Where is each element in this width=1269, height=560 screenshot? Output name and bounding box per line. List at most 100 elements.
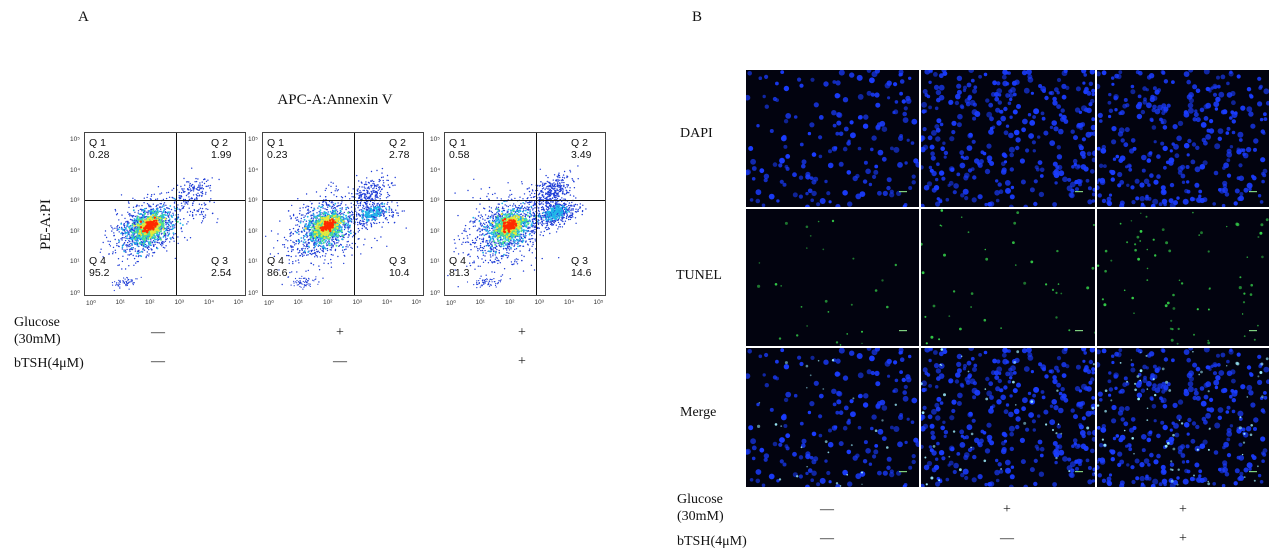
panel-a-btsh-sign-1: — — [151, 354, 165, 369]
panel-a-glucose-sign-2: + — [336, 325, 344, 340]
quadrant-q2-label: Q 2 3.49 — [571, 137, 591, 161]
y-tick-label: 10⁴ — [248, 166, 259, 174]
quadrant-q3-label: Q 3 10.4 — [389, 255, 409, 279]
glucose-label-line2: (30mM) — [677, 509, 724, 524]
glucose-label-line1: Glucose — [677, 492, 723, 507]
quadrant-q3-label: Q 3 2.54 — [211, 255, 231, 279]
panel-b-btsh-sign-2: — — [1000, 531, 1014, 546]
y-tick-label: 10² — [430, 227, 440, 235]
quadrant-q1-label: Q 1 0.23 — [267, 137, 287, 161]
flow-plot-1: Q 1 0.28 Q 2 1.99 Q 4 95.2 Q 3 2.54 — [84, 132, 246, 296]
x-tick-label: 10⁵ — [233, 299, 244, 306]
quadrant-q2-label: Q 2 1.99 — [211, 137, 231, 161]
quadrant-percentage: 14.6 — [571, 267, 592, 279]
y-tick-label: 10³ — [248, 197, 258, 204]
x-tick-label: 10⁴ — [382, 299, 393, 306]
micrograph-image — [1097, 211, 1269, 345]
micrograph-tunel-3 — [1097, 209, 1269, 346]
x-tick-label: 10¹ — [115, 299, 125, 306]
micrograph-tunel-2 — [921, 209, 1095, 346]
quadrant-percentage: 81.3 — [449, 267, 470, 279]
micrograph-image — [1097, 348, 1269, 487]
panel-a-title: APC-A:Annexin V — [277, 92, 393, 108]
panel-a-glucose-sign-1: — — [151, 325, 165, 340]
micrograph-image — [921, 348, 1095, 487]
y-tick-label: 10² — [70, 227, 80, 235]
quadrant-percentage: 0.58 — [449, 149, 470, 161]
quadrant-name: Q 3 — [211, 255, 228, 267]
micrograph-merge-3 — [1097, 348, 1269, 487]
panel-a-btsh-sign-2: — — [333, 354, 347, 369]
quadrant-name: Q 1 — [89, 137, 106, 149]
y-tick-label: 10¹ — [430, 258, 440, 265]
x-tick-label: 10² — [323, 299, 333, 306]
panel-b-glucose-sign-2: + — [1003, 502, 1011, 517]
y-tick-label: 10⁰ — [248, 289, 258, 297]
quadrant-percentage: 2.78 — [389, 149, 410, 161]
quadrant-name: Q 3 — [571, 255, 588, 267]
micrograph-image — [757, 219, 907, 346]
quadrant-percentage: 95.2 — [89, 267, 110, 279]
y-tick-label: 10¹ — [248, 258, 258, 265]
x-tick-label: 10⁰ — [264, 300, 274, 307]
panel-b-letter: B — [692, 9, 703, 25]
row-label-merge: Merge — [680, 405, 717, 420]
flow-density-scatter — [99, 167, 220, 292]
quadrant-gate-horizontal — [263, 200, 423, 201]
row-label-dapi: DAPI — [680, 126, 713, 141]
quadrant-gate-horizontal — [85, 200, 245, 201]
quadrant-percentage: 10.4 — [389, 267, 410, 279]
panel-a-glucose-sign-3: + — [518, 325, 526, 340]
x-tick-label: 10⁰ — [86, 300, 96, 307]
glucose-label-line2: (30mM) — [14, 332, 61, 347]
quadrant-percentage: 0.28 — [89, 149, 110, 161]
quadrant-name: Q 2 — [389, 137, 406, 149]
y-tick-label: 10⁰ — [70, 289, 80, 297]
y-tick-label: 10⁵ — [70, 136, 80, 143]
y-tick-label: 10² — [248, 227, 258, 235]
flow-plot-3: Q 1 0.58 Q 2 3.49 Q 4 81.3 Q 3 14.6 — [444, 132, 606, 296]
y-tick-label: 10⁵ — [430, 136, 440, 143]
quadrant-name: Q 2 — [211, 137, 228, 149]
quadrant-gate-vertical — [176, 133, 177, 295]
quadrant-percentage: 3.49 — [571, 149, 592, 161]
x-tick-label: 10³ — [174, 299, 184, 306]
micrograph-image — [746, 348, 919, 487]
flow-density-scatter — [265, 167, 407, 290]
quadrant-name: Q 4 — [267, 255, 284, 267]
panel-a-btsh-label: bTSH(4μM) — [14, 356, 84, 371]
quadrant-percentage: 86.6 — [267, 267, 288, 279]
quadrant-q3-label: Q 3 14.6 — [571, 255, 591, 279]
quadrant-name: Q 4 — [89, 255, 106, 267]
quadrant-q4-label: Q 4 81.3 — [449, 255, 469, 279]
y-tick-label: 10⁰ — [430, 289, 440, 297]
panel-a-letter: A — [78, 9, 89, 25]
micrograph-dapi-1 — [746, 70, 919, 207]
x-tick-label: 10¹ — [293, 299, 303, 306]
x-tick-label: 10⁰ — [446, 300, 456, 307]
quadrant-q4-label: Q 4 95.2 — [89, 255, 109, 279]
panel-a-glucose-label: Glucose (30mM) — [14, 314, 61, 348]
micrograph-tunel-1 — [746, 209, 919, 346]
quadrant-name: Q 1 — [267, 137, 284, 149]
row-label-tunel: TUNEL — [676, 268, 722, 283]
quadrant-q4-label: Q 4 86.6 — [267, 255, 287, 279]
quadrant-name: Q 3 — [389, 255, 406, 267]
x-tick-label: 10¹ — [475, 299, 485, 306]
micrograph-image — [746, 70, 919, 207]
quadrant-percentage: 1.99 — [211, 149, 232, 161]
x-tick-label: 10³ — [352, 299, 362, 306]
y-tick-label: 10⁴ — [70, 166, 81, 174]
quadrant-gate-vertical — [354, 133, 355, 295]
y-tick-label: 10⁴ — [430, 166, 441, 174]
quadrant-name: Q 2 — [571, 137, 588, 149]
panel-a-btsh-sign-3: + — [518, 354, 526, 369]
panel-b-btsh-sign-3: + — [1179, 531, 1187, 546]
x-tick-label: 10⁵ — [411, 299, 422, 306]
panel-b-glucose-label: Glucose (30mM) — [677, 491, 724, 525]
quadrant-name: Q 4 — [449, 255, 466, 267]
y-tick-label: 10³ — [70, 197, 80, 204]
micrograph-image — [921, 209, 1095, 345]
quadrant-q1-label: Q 1 0.58 — [449, 137, 469, 161]
x-tick-label: 10⁵ — [593, 299, 604, 306]
